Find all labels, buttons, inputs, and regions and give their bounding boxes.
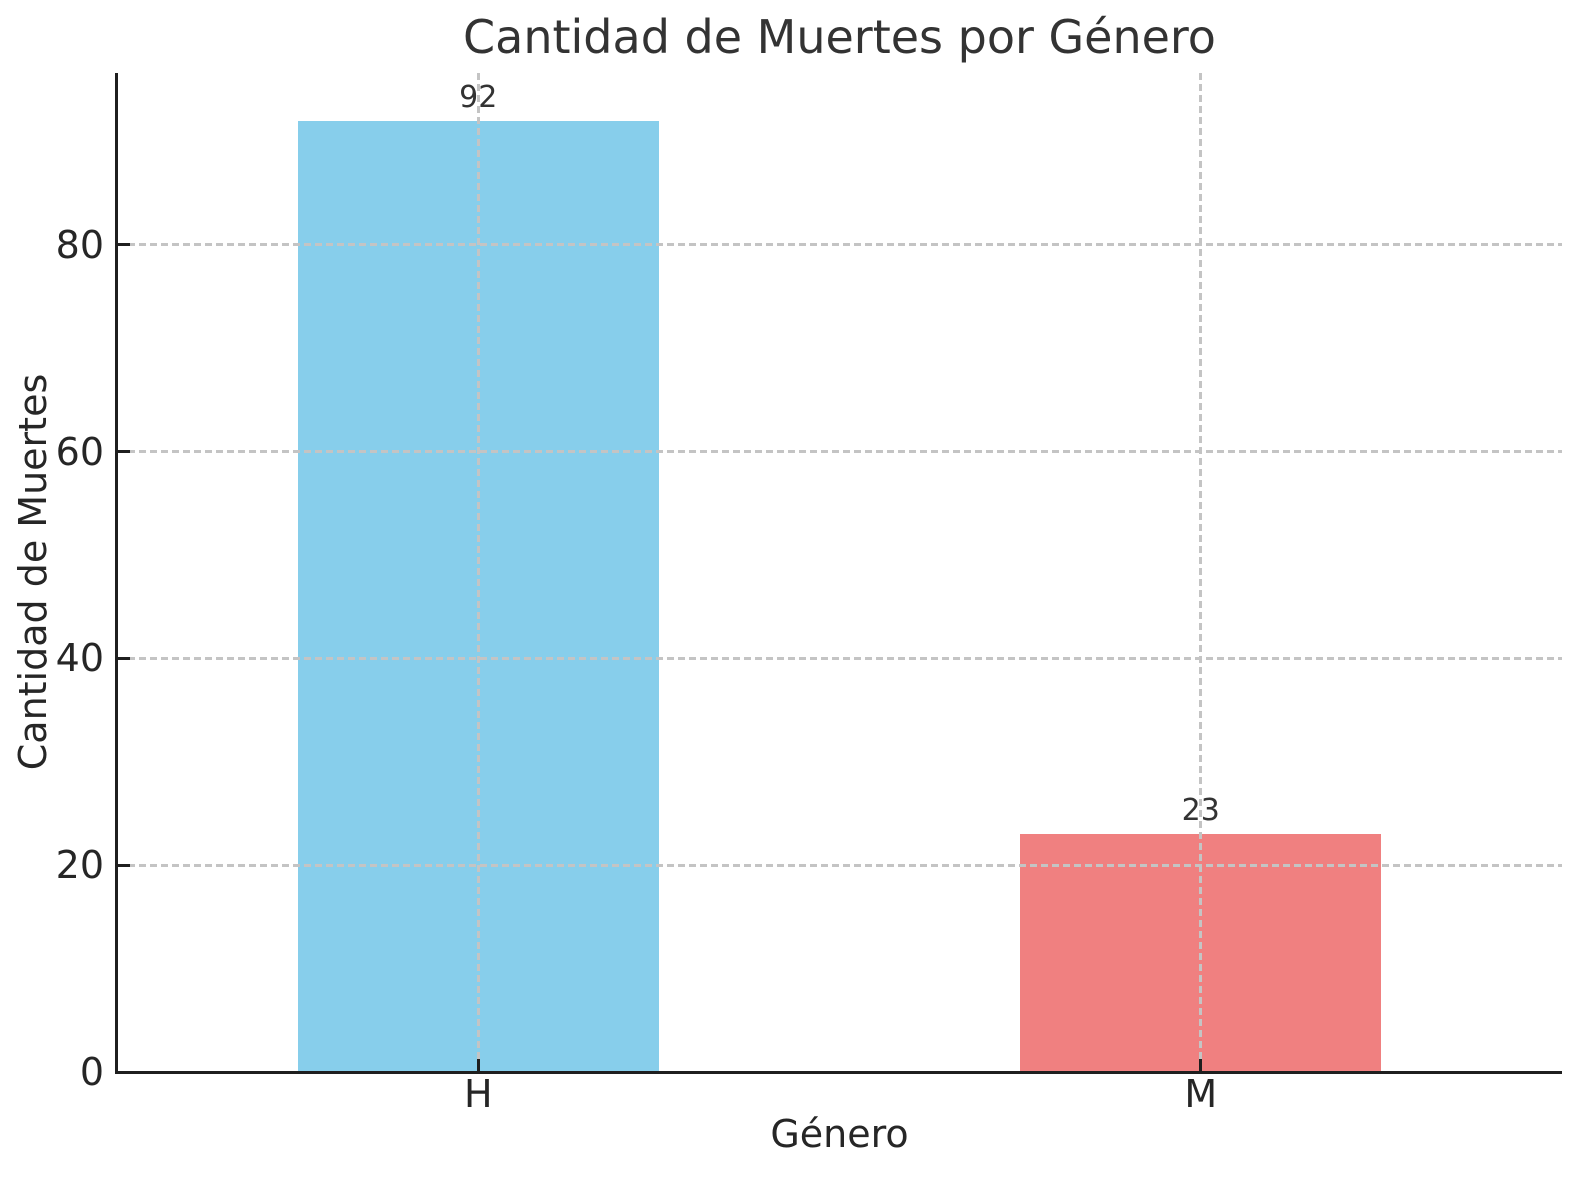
gridline-y-80 — [117, 243, 1562, 247]
y-tick-mark-60 — [117, 450, 130, 453]
y-tick-label-40: 40 — [55, 636, 104, 681]
x-tick-label-H: H — [463, 1072, 493, 1116]
gridline-y-60 — [117, 450, 1562, 453]
bar-value-label-H: 92 — [459, 79, 498, 115]
y-axis-spine — [115, 73, 118, 1074]
y-tick-label-20: 20 — [55, 843, 104, 888]
plot-area: 92 23 — [117, 73, 1562, 1074]
y-axis-label: Cantidad de Muertes — [11, 373, 55, 771]
x-axis-spine — [115, 1071, 1562, 1074]
gridline-y-20 — [117, 863, 1562, 867]
x-tick-mark-H — [476, 1059, 480, 1072]
y-tick-label-60: 60 — [55, 429, 104, 474]
x-tick-label-M: M — [1184, 1072, 1218, 1116]
y-tick-label-80: 80 — [55, 222, 104, 267]
y-tick-mark-40 — [117, 656, 130, 660]
gridline-x-H — [476, 73, 480, 1072]
y-tick-mark-80 — [117, 243, 130, 247]
x-tick-mark-M — [1199, 1059, 1203, 1072]
gridline-y-40 — [117, 656, 1562, 660]
x-axis-label: Género — [770, 1112, 909, 1156]
y-tick-label-0: 0 — [79, 1050, 104, 1094]
chart-title: Cantidad de Muertes por Género — [463, 10, 1216, 64]
y-tick-mark-20 — [117, 863, 130, 867]
gridline-x-M — [1199, 73, 1203, 1072]
bar-value-label-M: 23 — [1181, 793, 1220, 829]
